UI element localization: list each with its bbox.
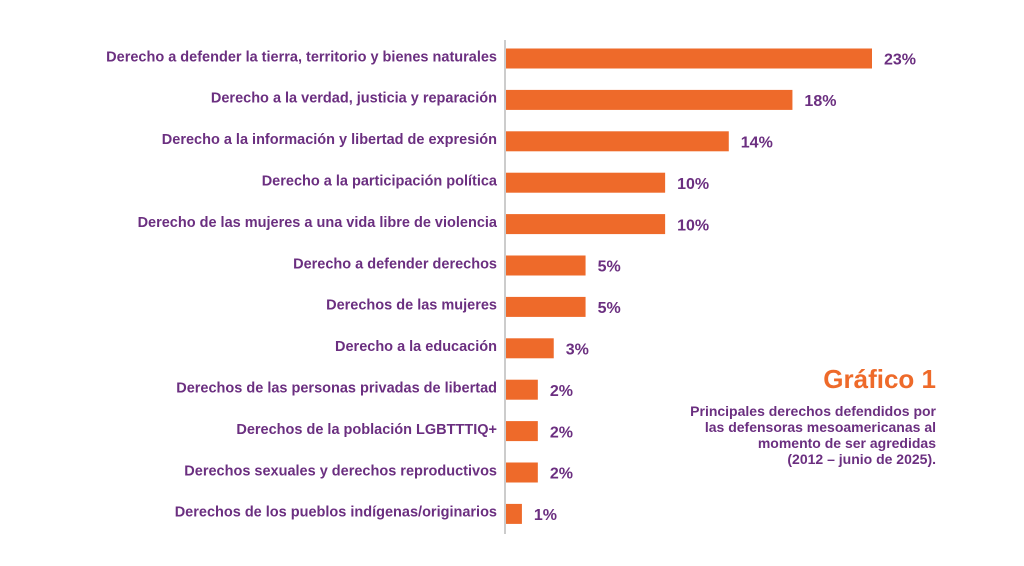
- value-label: 2%: [550, 383, 573, 400]
- category-label: Derecho a defender la tierra, territorio…: [106, 49, 497, 65]
- value-label: 23%: [884, 52, 916, 69]
- bar: [506, 214, 666, 235]
- value-label: 1%: [534, 507, 557, 524]
- caption-line: (2012 – junio de 2025).: [787, 451, 936, 467]
- value-label: 18%: [804, 93, 836, 110]
- bar: [506, 379, 538, 400]
- category-label: Derecho a la educación: [335, 339, 497, 355]
- category-label: Derechos sexuales y derechos reproductiv…: [184, 463, 497, 479]
- category-label: Derecho a la información y libertad de e…: [162, 132, 497, 148]
- bar: [506, 172, 666, 193]
- bar: [506, 503, 522, 524]
- value-label: 10%: [677, 176, 709, 193]
- value-label: 2%: [550, 466, 573, 483]
- chart-caption: Gráfico 1 Principales derechos defendido…: [636, 364, 936, 467]
- value-label: 14%: [741, 135, 773, 152]
- category-label: Derechos de las personas privadas de lib…: [176, 381, 497, 397]
- value-label: 5%: [598, 300, 621, 317]
- bar: [506, 462, 538, 483]
- caption-line: momento de ser agredidas: [757, 435, 936, 451]
- value-label: 2%: [550, 424, 573, 441]
- category-label: Derechos de los pueblos indígenas/origin…: [175, 505, 497, 521]
- category-label: Derechos de la población LGBTTTIQ+: [236, 422, 497, 438]
- caption-line: las defensoras mesoamericanas al: [704, 419, 936, 435]
- bars-group: Derecho a defender la tierra, territorio…: [106, 48, 916, 524]
- bar: [506, 131, 729, 152]
- category-label: Derecho de las mujeres a una vida libre …: [138, 215, 498, 231]
- value-label: 5%: [598, 259, 621, 276]
- value-label: 3%: [566, 342, 589, 359]
- category-label: Derecho a la participación política: [262, 174, 498, 190]
- category-label: Derechos de las mujeres: [326, 298, 497, 314]
- caption-line: Principales derechos defendidos por: [690, 403, 936, 419]
- bar: [506, 48, 872, 69]
- category-label: Derecho a defender derechos: [293, 256, 497, 272]
- caption-title: Gráfico 1: [823, 364, 936, 394]
- bar: [506, 421, 538, 442]
- category-label: Derecho a la verdad, justicia y reparaci…: [211, 91, 497, 107]
- bar: [506, 89, 793, 110]
- value-label: 10%: [677, 217, 709, 234]
- bar: [506, 338, 554, 359]
- bar: [506, 255, 586, 276]
- bar: [506, 296, 586, 317]
